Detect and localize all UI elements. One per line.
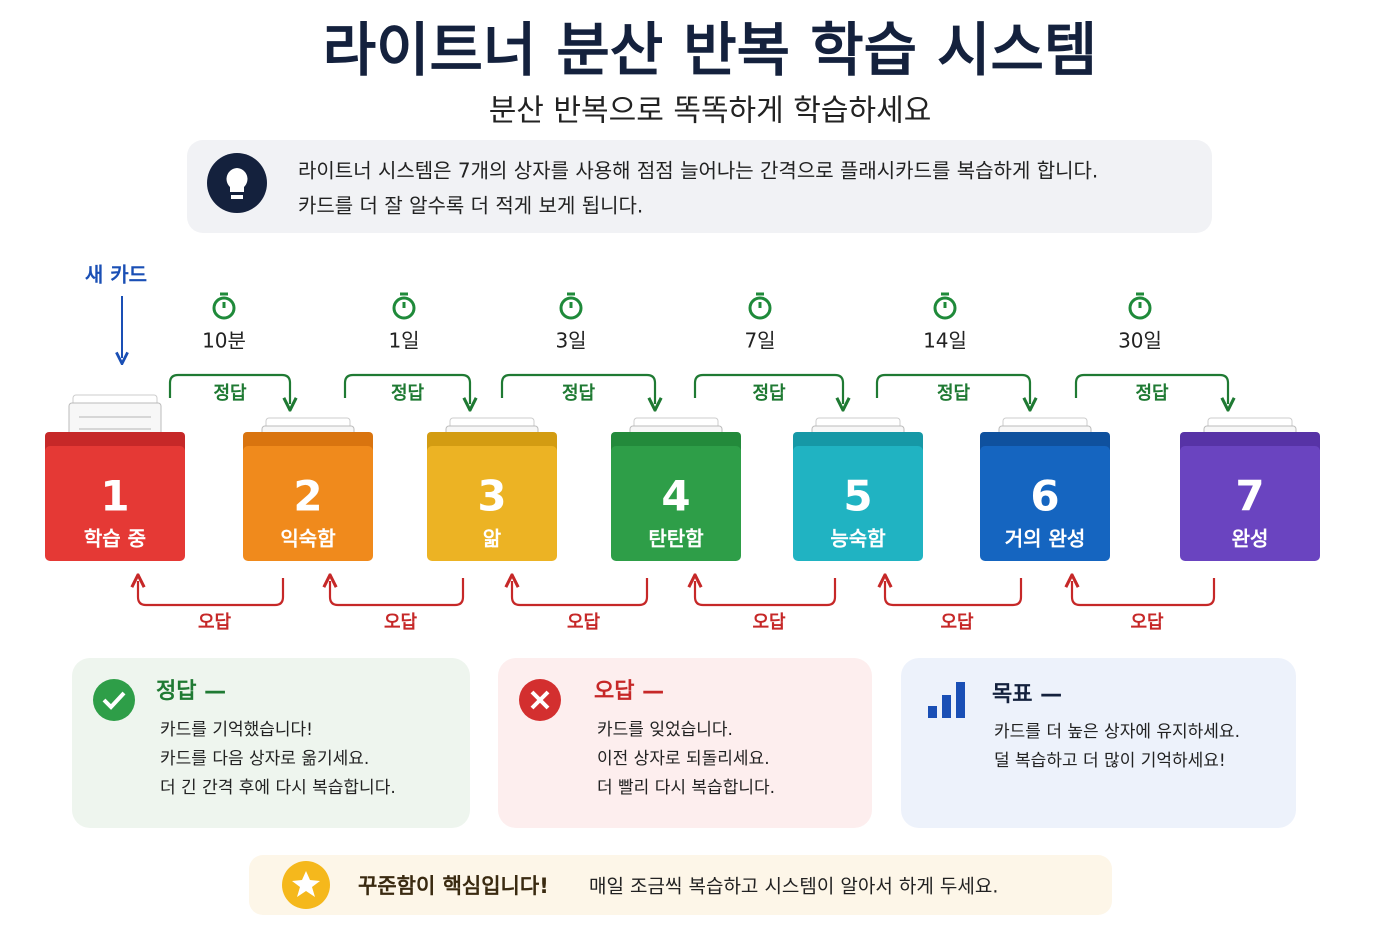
footer-box: [249, 855, 1112, 915]
box-number: 1: [100, 472, 129, 521]
box-label: 학습 중: [84, 527, 146, 551]
title: 라이트너 분산 반복 학습 시스템: [323, 16, 1097, 84]
correct-arrow: [875, 373, 1030, 404]
footer-emphasis: 꾸준함이 핵심입니다!: [358, 874, 549, 898]
clock-hand: [400, 292, 408, 308]
wrong-label: 오답: [198, 612, 232, 633]
clock-icon: [212, 296, 236, 320]
box: [1180, 446, 1320, 561]
clock-icon: [748, 296, 772, 320]
clock-icon: [1128, 296, 1152, 320]
clock-hand: [756, 292, 764, 308]
box-label: 능숙함: [830, 527, 886, 551]
x-glyph: [530, 690, 550, 710]
panel-title: 정답 —: [156, 679, 226, 704]
correct-label: 정답: [213, 383, 247, 404]
wrong-arrow: [695, 578, 837, 607]
box-number: 4: [661, 472, 690, 521]
wrong-arrow: [138, 578, 285, 607]
wrong-label: 오답: [384, 612, 418, 633]
bulb-glyph: [226, 168, 248, 199]
panel-line: 카드를 더 높은 상자에 유지하세요.: [994, 722, 1240, 742]
clock-hand: [567, 292, 575, 308]
panel-line: 덜 복습하고 더 많이 기억하세요!: [994, 751, 1226, 771]
interval-label: 7일: [744, 329, 775, 353]
box-number: 6: [1030, 472, 1059, 521]
wrong-panel: [498, 658, 872, 828]
correct-arrow: [1074, 373, 1228, 404]
wrong-label: 오답: [567, 612, 601, 633]
box-label: 탄탄함: [648, 527, 704, 551]
check-icon: [93, 679, 135, 721]
wrong-label: 오답: [752, 612, 786, 633]
interval-label: 30일: [1118, 329, 1162, 353]
box: [427, 446, 557, 561]
wrong-arrow: [885, 578, 1023, 607]
panel-line: 더 빨리 다시 복습합니다.: [597, 778, 775, 798]
interval-label: 1일: [388, 329, 419, 353]
panel-title: 오답 —: [594, 679, 664, 704]
subtitle: 분산 반복으로 똑똑하게 학습하세요: [489, 94, 932, 129]
panel-title: 목표 —: [992, 682, 1062, 707]
correct-label: 정답: [937, 383, 971, 404]
clock-icon: [933, 296, 957, 320]
box-number: 5: [843, 472, 872, 521]
box-number: 7: [1235, 472, 1264, 521]
correct-arrow: [343, 373, 470, 404]
panel-line: 카드를 잊었습니다.: [597, 720, 733, 740]
box-label: 완성: [1232, 527, 1269, 551]
interval-label: 10분: [202, 329, 246, 353]
clock-hand: [220, 292, 228, 308]
correct-label: 정답: [562, 383, 596, 404]
info-line: 라이트너 시스템은 7개의 상자를 사용해 점점 늘어나는 간격으로 플래시카드…: [298, 159, 1098, 183]
box: [243, 446, 373, 561]
check-glyph: [102, 691, 126, 710]
bars-icon: [928, 682, 965, 718]
clock-icon: [559, 296, 583, 320]
box: [611, 446, 741, 561]
star-glyph: [292, 871, 320, 897]
correct-label: 정답: [1135, 383, 1169, 404]
correct-label: 정답: [752, 383, 786, 404]
interval-label: 14일: [923, 329, 967, 353]
info-line: 카드를 더 잘 알수록 더 적게 보게 됩니다.: [298, 194, 643, 218]
correct-arrow: [693, 373, 843, 404]
goal-panel: [901, 658, 1296, 828]
footer-text: 매일 조금씩 복습하고 시스템이 알아서 하게 두세요.: [589, 876, 998, 898]
wrong-arrow: [1072, 578, 1216, 607]
box-number: 3: [477, 472, 506, 521]
box-label: 앎: [483, 527, 502, 551]
panel-line: 카드를 기억했습니다!: [160, 720, 313, 740]
box: [980, 446, 1110, 561]
wrong-label: 오답: [1130, 612, 1164, 633]
panel-line: 더 긴 간격 후에 다시 복습합니다.: [160, 778, 396, 798]
box-label: 익숙함: [280, 527, 336, 551]
wrong-arrow: [330, 578, 465, 607]
box-label: 거의 완성: [1005, 527, 1086, 551]
new-card-label: 새 카드: [85, 263, 147, 287]
clock-icon: [392, 296, 416, 320]
interval-label: 3일: [555, 329, 586, 353]
box: [45, 446, 185, 561]
correct-arrow: [500, 373, 655, 404]
info-box: [187, 140, 1212, 233]
panel-line: 이전 상자로 되돌리세요.: [597, 749, 770, 769]
panel-line: 카드를 다음 상자로 옮기세요.: [160, 749, 369, 769]
correct-panel: [72, 658, 470, 828]
box-number: 2: [293, 472, 322, 521]
wrong-arrow: [512, 578, 649, 607]
wrong-label: 오답: [940, 612, 974, 633]
correct-arrow: [168, 373, 290, 404]
correct-label: 정답: [391, 383, 425, 404]
clock-hand: [941, 292, 949, 308]
box: [793, 446, 923, 561]
clock-hand: [1136, 292, 1144, 308]
